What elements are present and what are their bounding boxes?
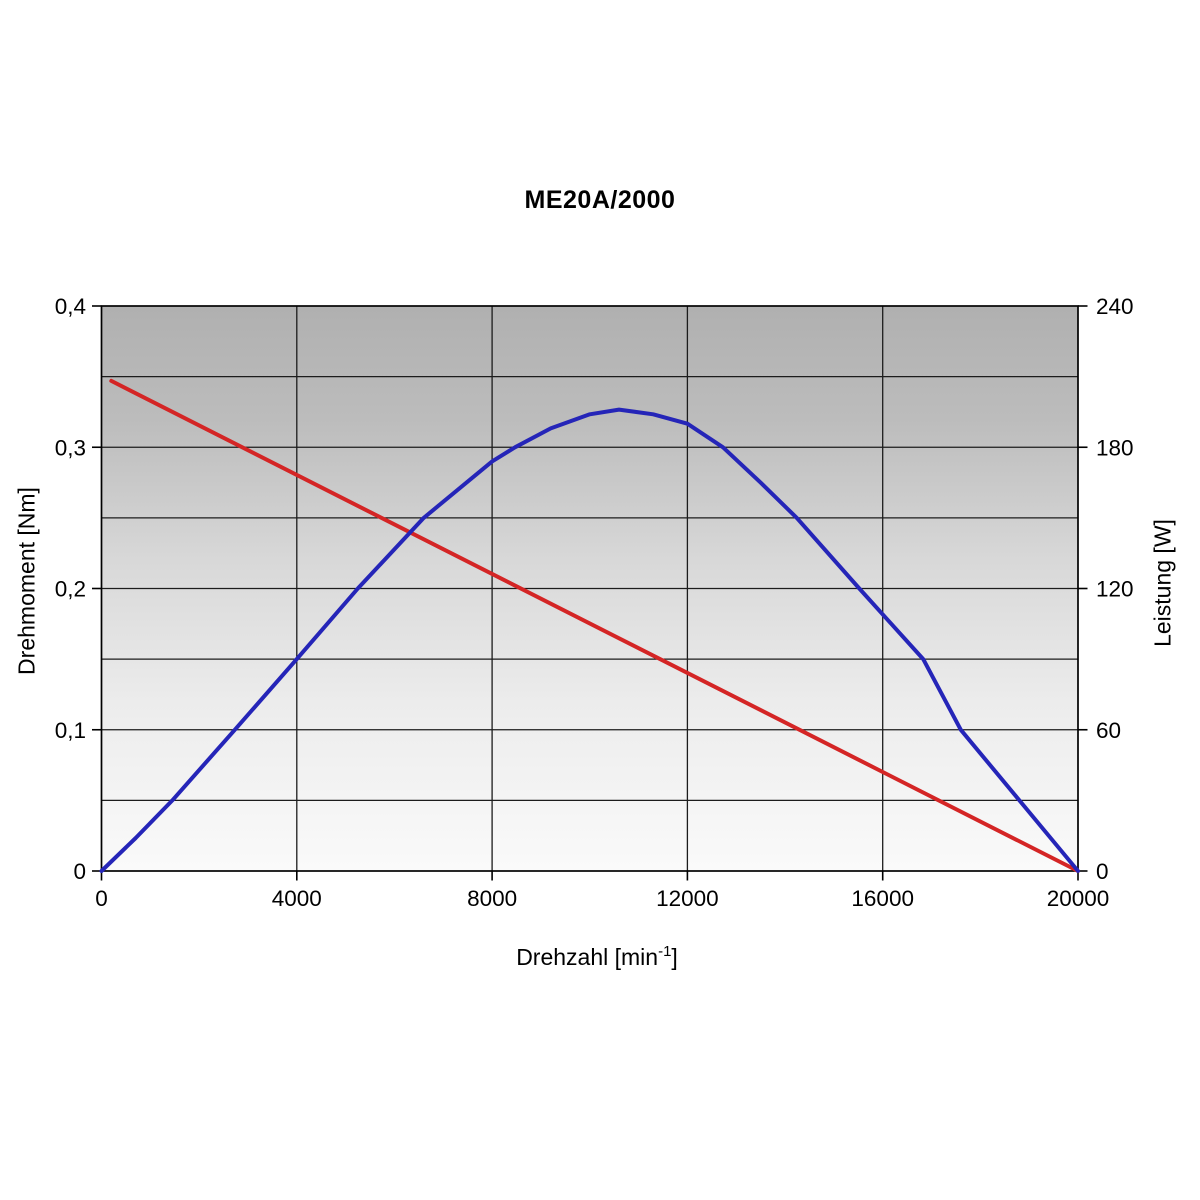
drehmoment-line: [109, 378, 1080, 873]
y-left-tick-label: 0,4: [55, 294, 86, 319]
y-axis-right-label: Leistung [W]: [1149, 519, 1176, 647]
x-tick-label: 0: [95, 886, 108, 911]
y-right-tick-label: 240: [1096, 294, 1134, 319]
x-tick-label: 16000: [851, 886, 914, 911]
y-left-tick-label: 0: [73, 859, 86, 884]
x-axis-label-suffix: ]: [671, 943, 678, 970]
y-right-tick-label: 60: [1096, 718, 1121, 743]
gridlines: [100, 305, 1079, 872]
leistung-line: [99, 407, 1080, 873]
x-axis-label: Drehzahl [min-1]: [516, 943, 678, 971]
x-axis-label-text: Drehzahl [min: [516, 943, 659, 970]
y-left-tick-label: 0,1: [55, 718, 86, 743]
x-axis-label-superscript: -1: [658, 943, 672, 961]
y-right-tick-label: 180: [1096, 435, 1134, 460]
y-right-tick-label: 0: [1096, 859, 1109, 884]
x-tick-label: 4000: [272, 886, 322, 911]
y-left-tick-label: 0,2: [55, 577, 86, 602]
x-tick-label: 8000: [467, 886, 517, 911]
y-right-tick-label: 120: [1096, 577, 1134, 602]
x-tick-label: 12000: [656, 886, 719, 911]
chart-title: ME20A/2000: [524, 186, 676, 214]
x-tick-label: 20000: [1047, 886, 1110, 911]
y-left-tick-label: 0,3: [55, 435, 86, 460]
tick-labels: 0 0,1 0,2 0,3 0,4 0 60 120 180 240 0 4000 8000 12000 1…: [55, 294, 1134, 911]
y-axis-left-label: Drehmoment [Nm]: [13, 487, 40, 675]
plot-border: [100, 305, 1079, 872]
